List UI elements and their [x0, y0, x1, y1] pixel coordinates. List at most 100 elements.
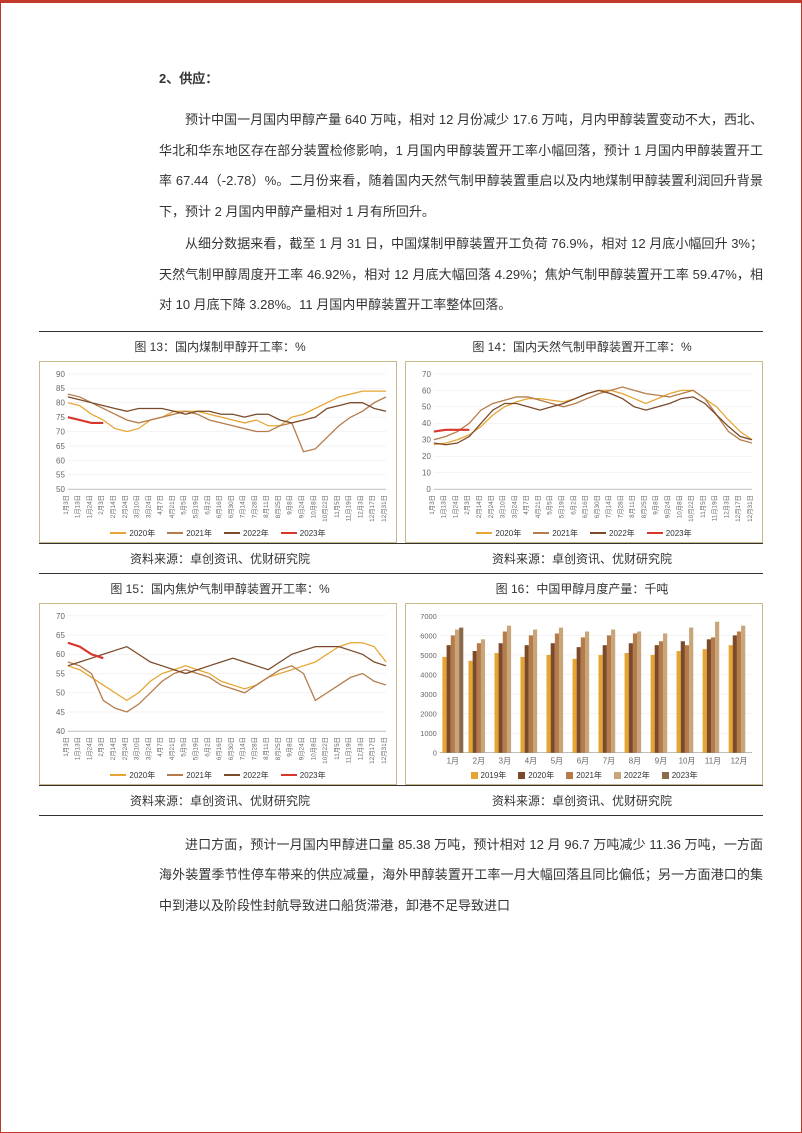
svg-text:60: 60 [56, 650, 65, 659]
chart-13-source: 资料来源：卓创资讯、优财研究院 [39, 544, 401, 573]
svg-text:1月3日: 1月3日 [62, 495, 70, 515]
svg-text:9月24日: 9月24日 [663, 495, 671, 518]
svg-text:3月10日: 3月10日 [133, 737, 141, 760]
svg-text:7000: 7000 [420, 612, 437, 621]
svg-text:11月5日: 11月5日 [333, 737, 341, 760]
chart-13-title: 图 13：国内煤制甲醇开工率：% [39, 332, 401, 361]
svg-text:12月: 12月 [731, 756, 748, 765]
svg-text:7月14日: 7月14日 [239, 737, 247, 760]
svg-text:2月: 2月 [473, 756, 485, 765]
svg-text:12月31日: 12月31日 [380, 495, 388, 522]
svg-text:2月24日: 2月24日 [121, 737, 129, 760]
svg-text:10月22日: 10月22日 [321, 495, 329, 522]
svg-text:4月21日: 4月21日 [168, 495, 176, 518]
svg-text:65: 65 [56, 631, 65, 640]
svg-text:8月: 8月 [629, 756, 641, 765]
svg-text:4月21日: 4月21日 [534, 495, 542, 518]
svg-text:11月5日: 11月5日 [699, 495, 707, 518]
svg-text:4000: 4000 [420, 670, 437, 679]
svg-text:9月8日: 9月8日 [286, 737, 294, 757]
svg-text:12月17日: 12月17日 [734, 495, 742, 522]
svg-text:5月19日: 5月19日 [557, 495, 565, 518]
svg-text:20: 20 [422, 452, 431, 461]
svg-text:4月: 4月 [525, 756, 537, 765]
svg-text:12月17日: 12月17日 [368, 737, 376, 764]
svg-text:7月14日: 7月14日 [239, 495, 247, 518]
svg-text:2月14日: 2月14日 [109, 737, 117, 760]
svg-text:11月5日: 11月5日 [333, 495, 341, 518]
svg-text:2月3日: 2月3日 [97, 737, 105, 757]
svg-text:12月17日: 12月17日 [368, 495, 376, 522]
svg-text:1月24日: 1月24日 [85, 737, 93, 760]
body-paragraph-1: 预计中国一月国内甲醇产量 640 万吨，相对 12 月份减少 17.6 万吨，月… [159, 105, 763, 227]
chart-16-source: 资料来源：卓创资讯、优财研究院 [401, 786, 763, 815]
svg-text:60: 60 [56, 456, 65, 465]
svg-text:9月: 9月 [655, 756, 667, 765]
svg-text:5000: 5000 [420, 651, 437, 660]
chart-title-row-1: 图 13：国内煤制甲醇开工率：% 图 14：国内天然气制甲醇装置开工率：% [39, 331, 763, 361]
svg-text:10: 10 [422, 469, 431, 478]
svg-text:1月24日: 1月24日 [85, 495, 93, 518]
svg-text:4月21日: 4月21日 [168, 737, 176, 760]
chart-16: 010002000300040005000600070001月2月3月4月5月6… [405, 603, 763, 785]
svg-text:7月28日: 7月28日 [250, 495, 258, 518]
svg-text:8月11日: 8月11日 [262, 737, 270, 760]
chart-15: 404550556065701月3日1月13日1月24日2月3日2月14日2月2… [39, 603, 397, 785]
svg-text:5月19日: 5月19日 [191, 495, 199, 518]
svg-text:9月24日: 9月24日 [297, 495, 305, 518]
svg-text:12月3日: 12月3日 [722, 495, 730, 518]
svg-text:7月28日: 7月28日 [250, 737, 258, 760]
svg-text:6000: 6000 [420, 631, 437, 640]
chart-13: 5055606570758085901月3日1月13日1月24日2月3日2月14… [39, 361, 397, 543]
chart-body-row-1: 5055606570758085901月3日1月13日1月24日2月3日2月14… [39, 361, 763, 543]
svg-text:2月3日: 2月3日 [97, 495, 105, 515]
svg-text:6月30日: 6月30日 [227, 737, 235, 760]
svg-text:0: 0 [433, 749, 437, 758]
svg-text:8月11日: 8月11日 [628, 495, 636, 518]
svg-text:3月: 3月 [499, 756, 511, 765]
svg-text:1000: 1000 [420, 729, 437, 738]
svg-text:5月5日: 5月5日 [180, 495, 188, 515]
svg-text:4月7日: 4月7日 [522, 495, 530, 515]
svg-text:10月22日: 10月22日 [687, 495, 695, 522]
chart-title-row-2: 图 15：国内焦炉气制甲醇装置开工率：% 图 16：中国甲醇月度产量：千吨 [39, 573, 763, 603]
svg-text:1月3日: 1月3日 [62, 737, 70, 757]
svg-text:80: 80 [56, 399, 65, 408]
svg-text:12月3日: 12月3日 [356, 495, 364, 518]
svg-text:9月8日: 9月8日 [286, 495, 294, 515]
svg-text:50: 50 [56, 485, 65, 494]
svg-text:55: 55 [56, 669, 65, 678]
svg-text:6月16日: 6月16日 [215, 495, 223, 518]
svg-text:4月7日: 4月7日 [156, 737, 164, 757]
svg-text:6月: 6月 [577, 756, 589, 765]
svg-text:85: 85 [56, 384, 65, 393]
svg-text:1月13日: 1月13日 [74, 737, 82, 760]
svg-text:11月: 11月 [705, 756, 721, 765]
svg-text:6月30日: 6月30日 [227, 495, 235, 518]
svg-text:3月10日: 3月10日 [499, 495, 507, 518]
svg-text:40: 40 [56, 727, 65, 736]
svg-text:6月2日: 6月2日 [203, 737, 211, 757]
svg-text:2000: 2000 [420, 709, 437, 718]
svg-text:10月22日: 10月22日 [321, 737, 329, 764]
svg-text:3月10日: 3月10日 [133, 495, 141, 518]
svg-text:2月24日: 2月24日 [487, 495, 495, 518]
source-row-1: 资料来源：卓创资讯、优财研究院 资料来源：卓创资讯、优财研究院 [39, 543, 763, 573]
svg-text:10月8日: 10月8日 [309, 737, 317, 760]
svg-text:2月3日: 2月3日 [463, 495, 471, 515]
body-paragraph-3: 进口方面，预计一月国内甲醇进口量 85.38 万吨，预计相对 12 月 96.7… [159, 830, 763, 922]
svg-text:6月2日: 6月2日 [569, 495, 577, 515]
svg-text:8月25日: 8月25日 [274, 495, 282, 518]
svg-text:11月19日: 11月19日 [711, 495, 719, 521]
svg-text:55: 55 [56, 471, 65, 480]
svg-text:3000: 3000 [420, 690, 437, 699]
svg-text:6月16日: 6月16日 [581, 495, 589, 518]
svg-text:4月7日: 4月7日 [156, 495, 164, 515]
svg-text:3月24日: 3月24日 [144, 495, 152, 518]
svg-text:50: 50 [422, 403, 431, 412]
svg-text:10月8日: 10月8日 [309, 495, 317, 518]
svg-text:5月19日: 5月19日 [191, 737, 199, 760]
svg-text:70: 70 [422, 370, 431, 379]
svg-text:12月3日: 12月3日 [356, 737, 364, 760]
source-row-2: 资料来源：卓创资讯、优财研究院 资料来源：卓创资讯、优财研究院 [39, 785, 763, 816]
